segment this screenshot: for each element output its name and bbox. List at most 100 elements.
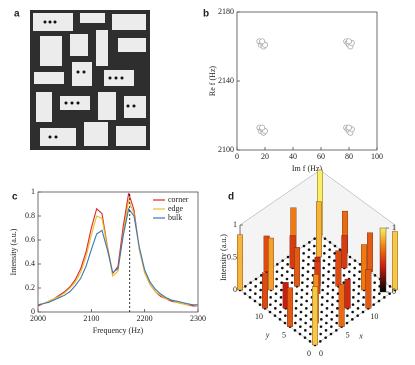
lattice-site (351, 310, 354, 314)
lattice-site (325, 307, 329, 310)
lattice-site (304, 314, 308, 317)
lattice-site (326, 285, 330, 288)
lattice-site (258, 303, 262, 306)
lattice-site (276, 263, 279, 266)
lattice-site (321, 288, 324, 292)
lattice-site (279, 303, 282, 306)
panel-label: a (14, 9, 20, 20)
lattice-site (300, 303, 303, 306)
bar (335, 250, 342, 287)
y-tick-label: 5 (282, 330, 286, 339)
lattice-site (353, 266, 356, 270)
lattice-site (275, 270, 279, 273)
bar (341, 235, 348, 269)
y-tick-label: 0.4 (25, 259, 35, 268)
lattice-site (357, 285, 361, 288)
x-tick-label: 2300 (190, 314, 206, 323)
lattice-site (342, 281, 345, 284)
lattice-site (331, 288, 335, 292)
lattice-site (304, 329, 307, 332)
lattice-site (356, 314, 359, 317)
lattice-site (301, 274, 304, 277)
lattice-site (249, 288, 252, 292)
lattice-site (244, 285, 247, 288)
x-axis-label: Im f (Hz) (292, 164, 323, 173)
colorbar (379, 227, 387, 293)
bar (294, 247, 300, 287)
z-tick-label: 0.5 (227, 252, 237, 261)
z-axis-label: Intensity (a.u.) (219, 234, 228, 281)
lattice-site (312, 266, 315, 270)
lattice-site (348, 263, 351, 266)
bar (237, 234, 243, 291)
bar (392, 231, 398, 291)
lattice-site (302, 252, 305, 255)
y-tick-label: 0 (31, 307, 35, 316)
lattice-site (273, 314, 277, 317)
lattice-site (320, 310, 323, 314)
lattice-site (295, 299, 298, 303)
lattice-site (327, 270, 330, 273)
lattice-site (329, 332, 333, 336)
lattice-site (352, 296, 355, 299)
bar (316, 201, 322, 258)
lattice-site (274, 292, 278, 295)
lattice-site (306, 277, 309, 281)
lattice-site (325, 321, 328, 325)
legend-label: bulk (168, 213, 182, 222)
legend-label: edge (168, 204, 184, 213)
plot-frame (37, 191, 199, 313)
y-tick-label: 0 (307, 349, 311, 358)
lattice-site (323, 237, 327, 240)
x-tick-label: 40 (289, 152, 297, 161)
lattice-site (283, 321, 287, 325)
lattice-site (286, 270, 289, 273)
panel-label: c (12, 192, 18, 203)
lattice-site (319, 325, 323, 328)
x-tick-label: 5 (346, 330, 350, 339)
lattice-site (321, 281, 325, 284)
lattice-site (319, 340, 322, 343)
lattice-site (294, 321, 297, 325)
lattice-site (313, 244, 316, 248)
y-tick-label: 2180 (218, 7, 234, 16)
lattice-site (286, 263, 289, 266)
lattice-site (279, 296, 283, 299)
lattice-site (243, 292, 247, 295)
lattice-site (322, 266, 325, 270)
lattice-site (327, 263, 331, 266)
lattice-site (299, 310, 303, 314)
bar (367, 232, 373, 272)
y-tick-label: 0.6 (25, 235, 35, 244)
lattice-site (304, 321, 307, 325)
lattice-site (357, 299, 360, 303)
lattice-site (269, 303, 272, 306)
lattice-site (286, 255, 290, 259)
x-tick-label: 2100 (83, 314, 99, 323)
lattice-site (312, 252, 316, 255)
lattice-site (278, 318, 282, 321)
z-tick-label: 1 (233, 220, 237, 229)
point (345, 38, 352, 45)
lattice-site (351, 303, 355, 306)
lattice-site (319, 332, 322, 336)
lattice-site (348, 270, 351, 273)
y-tick-label: 2100 (218, 145, 234, 154)
bar (338, 284, 345, 327)
lattice-site (301, 266, 305, 270)
lattice-site (388, 285, 392, 288)
lattice-site (260, 274, 263, 277)
lattice-site (294, 307, 298, 310)
lattice-site (338, 248, 342, 251)
x-tick-label: 80 (345, 152, 353, 161)
lattice-site (388, 292, 391, 295)
lattice-site (378, 292, 381, 295)
lattice-site (249, 281, 252, 284)
bar (262, 272, 268, 309)
lattice-site (352, 281, 356, 284)
lattice-site (320, 318, 323, 321)
lattice-site (357, 292, 360, 295)
lattice-site (259, 281, 263, 284)
lattice-site (336, 292, 340, 295)
y-axis-label: Intensity (a.u.) (9, 228, 18, 275)
